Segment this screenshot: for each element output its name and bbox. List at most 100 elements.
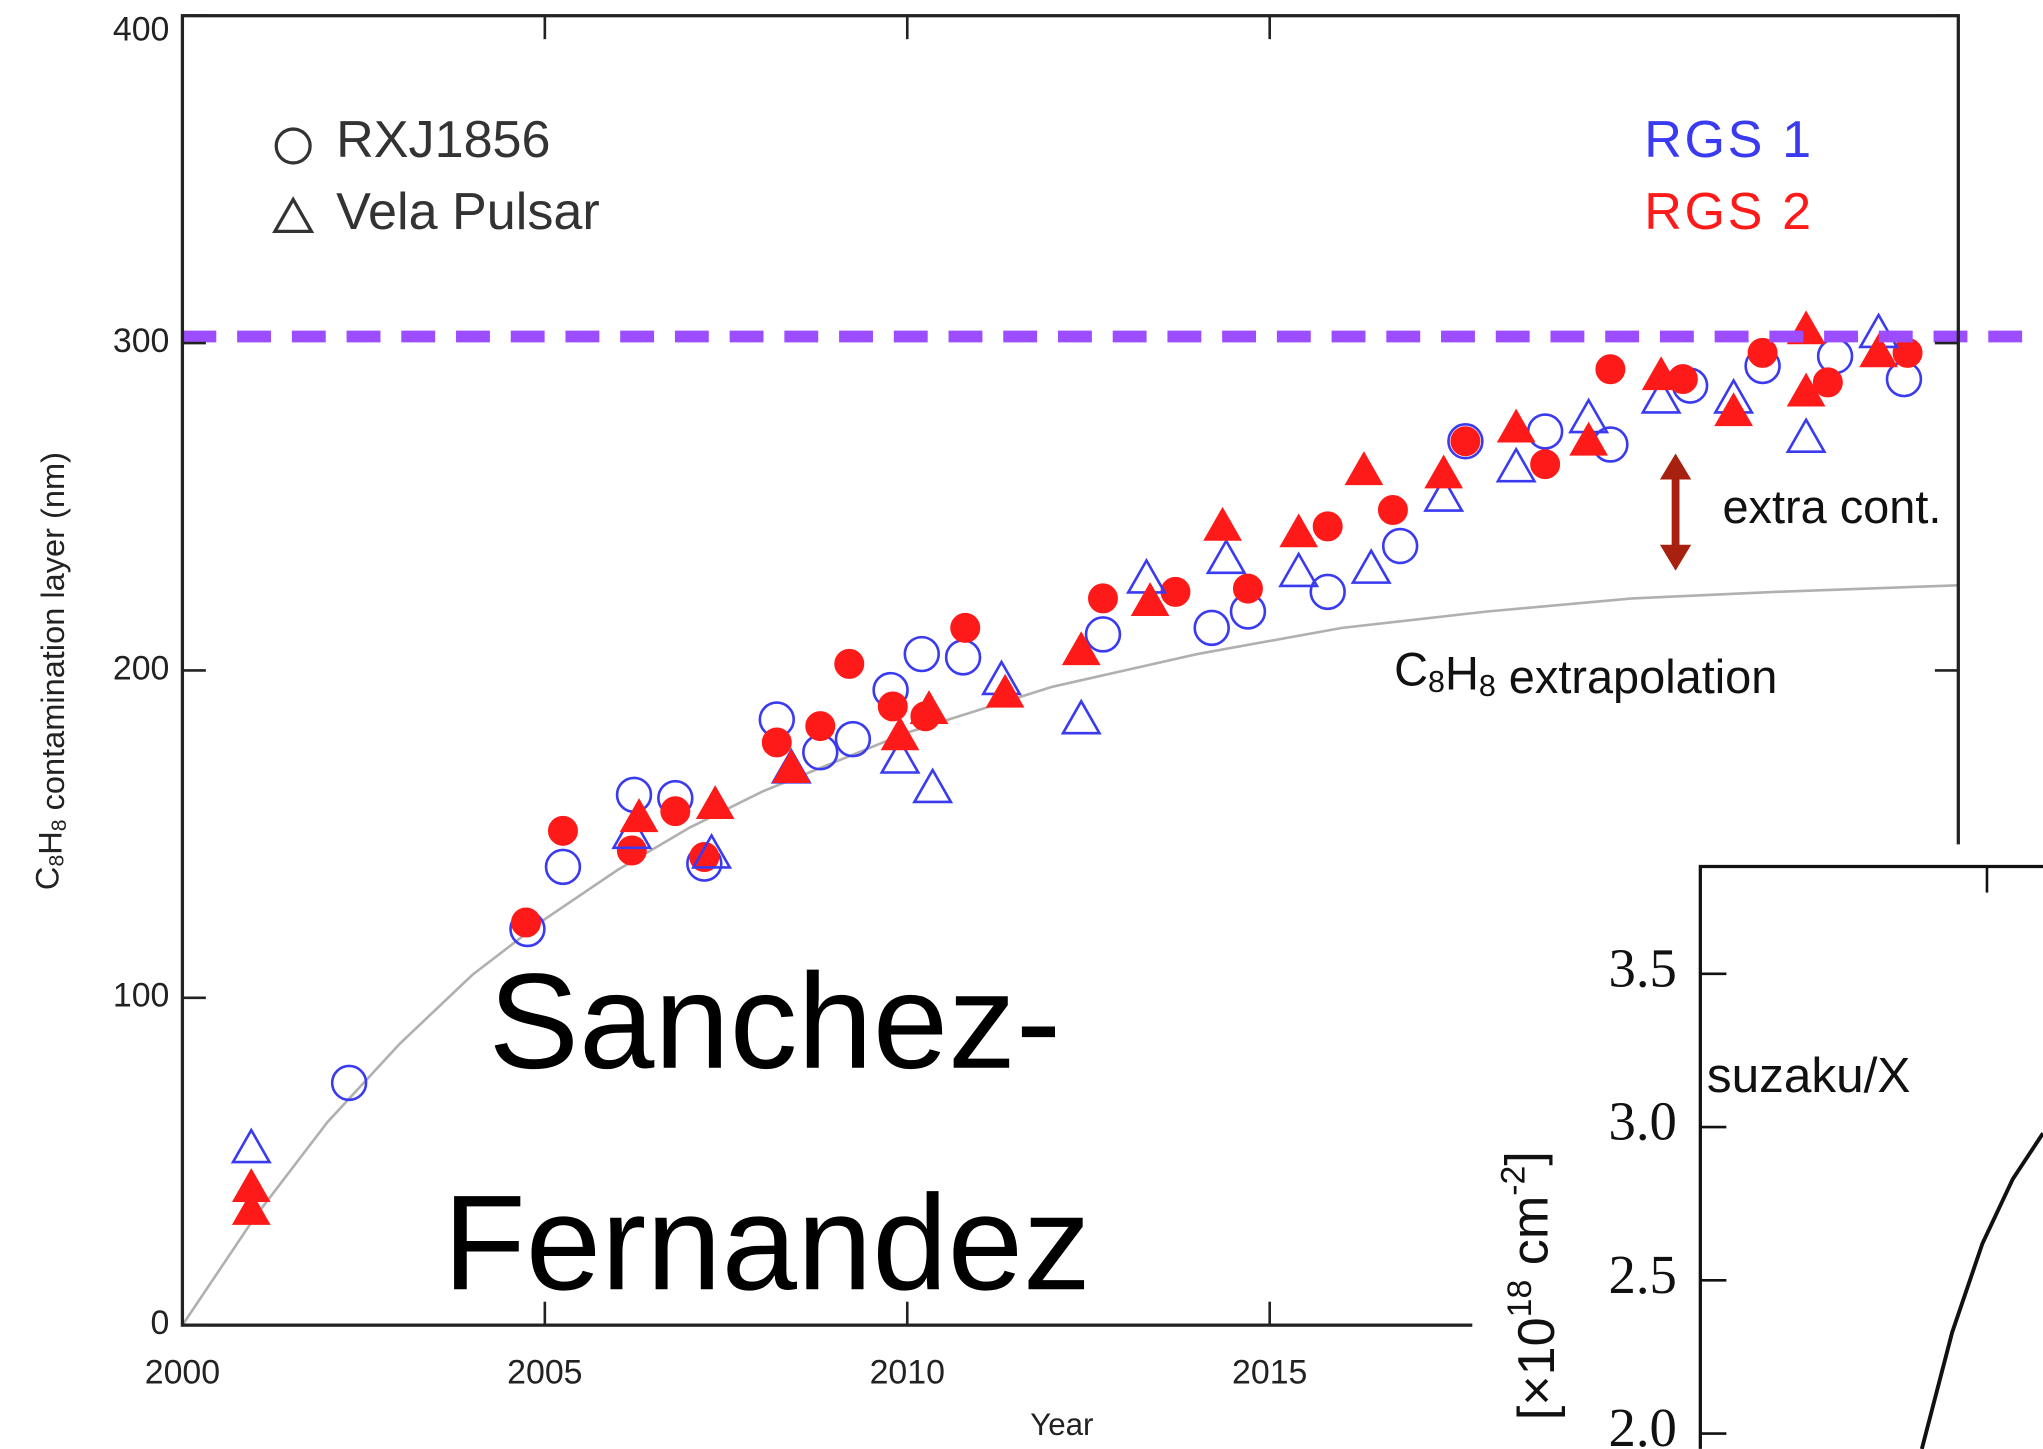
point — [1312, 511, 1343, 542]
point — [511, 907, 541, 938]
point — [1087, 583, 1118, 614]
inset-text: suzaku/X — [1707, 1048, 1911, 1103]
inset-y-label-part: cm — [1501, 1196, 1559, 1280]
point — [695, 785, 735, 819]
x-tick-label: 2015 — [1232, 1354, 1307, 1392]
point — [1641, 356, 1681, 391]
point — [834, 648, 865, 679]
point — [691, 832, 733, 869]
fit-label-part: C — [1394, 644, 1428, 696]
y-axis-label: C8H8 contamination layer (nm) — [29, 452, 71, 890]
point — [1640, 377, 1682, 414]
y-tick-label: 100 — [113, 977, 170, 1015]
point — [330, 1064, 368, 1102]
point — [615, 776, 653, 814]
point — [1193, 609, 1230, 647]
point — [1785, 417, 1827, 453]
point — [805, 711, 836, 742]
point — [1496, 408, 1536, 443]
annotation: extra cont. — [1722, 481, 1941, 533]
point — [1061, 631, 1101, 666]
point — [834, 720, 872, 758]
point — [1060, 698, 1102, 735]
point — [1786, 372, 1826, 407]
point — [1423, 476, 1465, 512]
point — [274, 127, 312, 165]
fit-label-part: extrapolation — [1496, 651, 1778, 703]
inset-y-tick-label: 2.0 — [1608, 1397, 1676, 1449]
inset-curve — [1919, 1132, 2043, 1449]
point — [1279, 513, 1319, 548]
point — [1350, 548, 1392, 584]
point — [1203, 506, 1242, 541]
point — [1714, 392, 1753, 427]
point — [950, 612, 981, 643]
point — [903, 635, 941, 673]
point — [1447, 423, 1484, 460]
point — [1084, 616, 1122, 653]
point — [616, 835, 647, 866]
point — [1205, 538, 1247, 575]
point — [547, 815, 578, 846]
x-axis-label: Year — [1030, 1407, 1093, 1442]
legend-label: RGS 1 — [1644, 111, 1813, 169]
point — [1125, 557, 1167, 594]
point — [1381, 527, 1419, 565]
point — [1450, 426, 1481, 457]
point — [1892, 337, 1923, 368]
point — [985, 673, 1025, 708]
point — [771, 749, 811, 783]
point — [877, 691, 908, 722]
inset-y-tick-label: 3.0 — [1608, 1091, 1676, 1152]
point — [1569, 421, 1608, 456]
point — [1278, 551, 1320, 588]
point — [619, 798, 659, 833]
point — [1495, 446, 1537, 483]
point — [879, 737, 921, 774]
inset-y-label-part: 18 — [1501, 1280, 1539, 1318]
point — [544, 848, 582, 886]
point — [1309, 573, 1346, 611]
x-tick-label: 2010 — [870, 1354, 945, 1392]
y-axis-label-part: C — [29, 867, 65, 891]
x-tick-label: 2005 — [507, 1354, 582, 1392]
arrow-head — [1659, 544, 1692, 571]
point — [880, 716, 920, 751]
fit-label: C8H8 extrapolation — [1394, 644, 1777, 703]
fit-label-part: 8 — [1428, 665, 1445, 699]
point — [944, 639, 982, 676]
inset-y-label-part: -2 — [1494, 1166, 1532, 1196]
point — [1526, 413, 1564, 450]
point — [1859, 333, 1898, 368]
y-tick-label: 400 — [113, 10, 170, 48]
point — [660, 796, 691, 827]
point — [1530, 449, 1561, 480]
legend-label: Vela Pulsar — [336, 183, 600, 241]
point — [1812, 367, 1843, 398]
legend-label: RXJ1856 — [336, 111, 550, 169]
point — [272, 196, 315, 233]
point — [1424, 454, 1464, 489]
arrow-head — [1659, 453, 1692, 480]
inset-y-label-part: [×10 — [1508, 1317, 1566, 1420]
overlay-text: Fernandez — [443, 1166, 1091, 1318]
fit-label-part: 8 — [1479, 669, 1496, 703]
point — [761, 727, 792, 758]
point — [231, 1191, 271, 1225]
y-tick-label: 0 — [151, 1304, 170, 1342]
y-axis-label-part: 8 — [45, 855, 68, 867]
point — [1232, 573, 1263, 604]
inset-frame — [1698, 864, 2043, 1449]
y-axis-label-part: contamination layer (nm) — [35, 452, 71, 819]
overlay-text: Sanchez- — [489, 945, 1061, 1097]
point — [1747, 337, 1778, 368]
inset-y-tick-label: 2.5 — [1608, 1244, 1676, 1305]
y-axis-label-part: 8 — [48, 819, 71, 831]
point — [1595, 354, 1626, 385]
inset-y-label-part: ] — [1495, 1151, 1553, 1165]
point — [1377, 495, 1408, 526]
point — [912, 767, 954, 804]
point — [1130, 582, 1170, 617]
